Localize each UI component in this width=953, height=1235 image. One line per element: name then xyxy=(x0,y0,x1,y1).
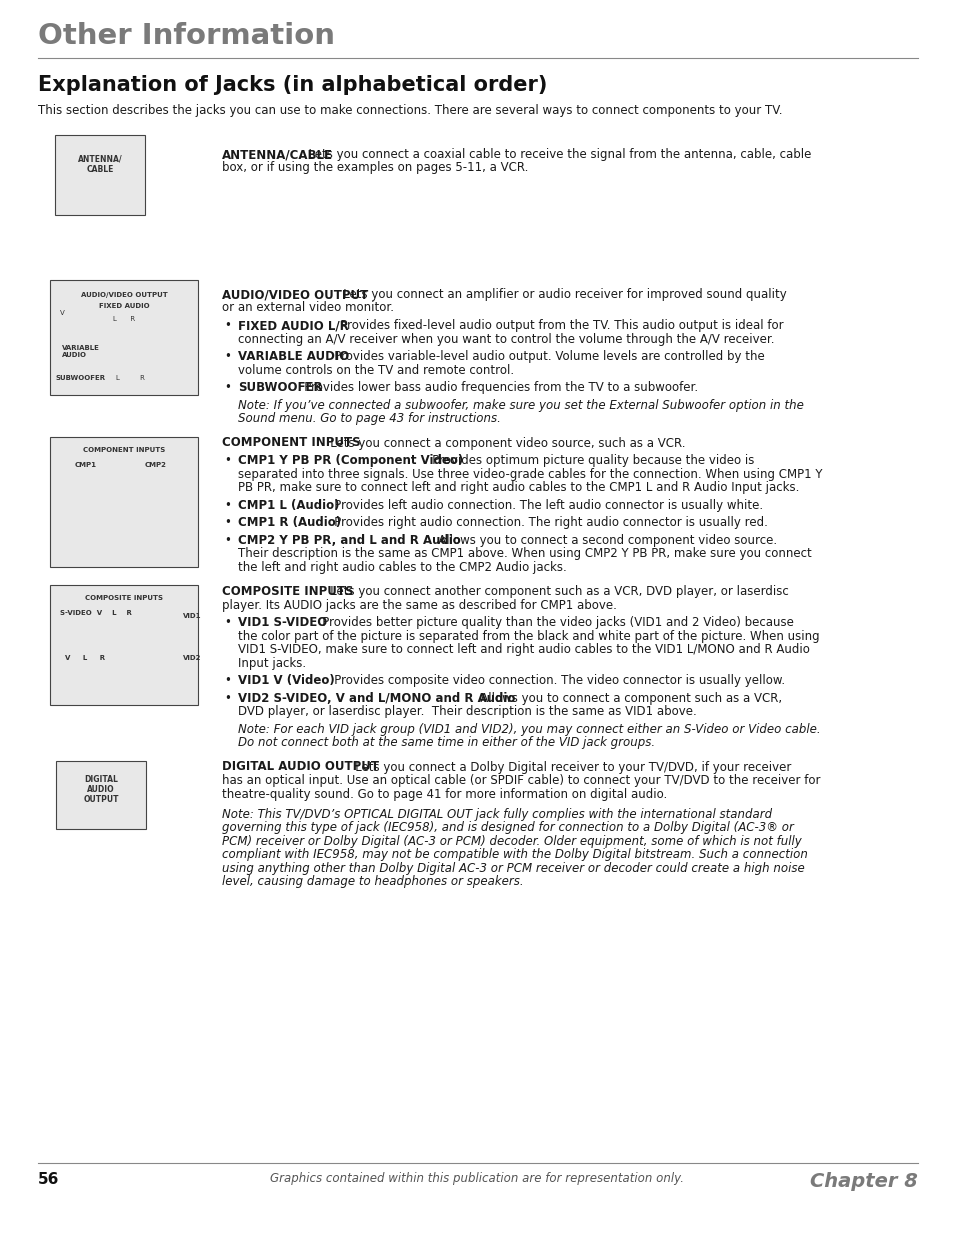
Text: •: • xyxy=(224,454,231,467)
Text: DIGITAL
AUDIO
OUTPUT: DIGITAL AUDIO OUTPUT xyxy=(83,774,118,804)
Text: VID1 S-VIDEO: VID1 S-VIDEO xyxy=(237,616,327,629)
Text: L      R: L R xyxy=(112,316,135,322)
Text: CMP1 Y PB PR (Component Video): CMP1 Y PB PR (Component Video) xyxy=(237,454,463,467)
Text: PB PR, make sure to connect left and right audio cables to the CMP1 L and R Audi: PB PR, make sure to connect left and rig… xyxy=(237,482,799,494)
Text: COMPONENT INPUTS: COMPONENT INPUTS xyxy=(222,436,360,450)
Text: Lets you connect a Dolby Digital receiver to your TV/DVD, if your receiver: Lets you connect a Dolby Digital receive… xyxy=(343,761,790,773)
Text: DIGITAL AUDIO OUTPUT: DIGITAL AUDIO OUTPUT xyxy=(222,761,378,773)
Text: volume controls on the TV and remote control.: volume controls on the TV and remote con… xyxy=(237,363,514,377)
Text: AUDIO/VIDEO OUTPUT: AUDIO/VIDEO OUTPUT xyxy=(81,291,167,298)
Text: •: • xyxy=(224,534,231,547)
Bar xyxy=(55,135,145,215)
Text: VID1 S-VIDEO, make sure to connect left and right audio cables to the VID1 L/MON: VID1 S-VIDEO, make sure to connect left … xyxy=(237,643,809,656)
Text: SUBWOOFER: SUBWOOFER xyxy=(237,382,322,394)
Text: level, causing damage to headphones or speakers.: level, causing damage to headphones or s… xyxy=(222,876,523,888)
Text: separated into three signals. Use three video-grade cables for the connection. W: separated into three signals. Use three … xyxy=(237,468,821,480)
Text: player. Its AUDIO jacks are the same as described for CMP1 above.: player. Its AUDIO jacks are the same as … xyxy=(222,599,617,611)
Text: V: V xyxy=(60,310,65,316)
Bar xyxy=(50,585,198,705)
Text: •: • xyxy=(224,616,231,629)
Text: Allows you to connect a component such as a VCR,: Allows you to connect a component such a… xyxy=(469,692,781,705)
Text: Sound menu. Go to page 43 for instructions.: Sound menu. Go to page 43 for instructio… xyxy=(237,412,500,425)
Text: •: • xyxy=(224,319,231,332)
Text: DVD player, or laserdisc player.  Their description is the same as VID1 above.: DVD player, or laserdisc player. Their d… xyxy=(237,705,696,718)
Text: Explanation of Jacks (in alphabetical order): Explanation of Jacks (in alphabetical or… xyxy=(38,75,547,95)
Bar xyxy=(50,280,198,395)
Text: PCM) receiver or Dolby Digital (AC-3 or PCM) decoder. Older equipment, some of w: PCM) receiver or Dolby Digital (AC-3 or … xyxy=(222,835,801,847)
Text: VID2 S-VIDEO, V and L/MONO and R Audio: VID2 S-VIDEO, V and L/MONO and R Audio xyxy=(237,692,515,705)
Text: Lets you connect a coaxial cable to receive the signal from the antenna, cable, : Lets you connect a coaxial cable to rece… xyxy=(301,148,811,161)
Text: VID2: VID2 xyxy=(183,655,201,661)
Text: Provides better picture quality than the video jacks (VID1 and 2 Video) because: Provides better picture quality than the… xyxy=(311,616,793,629)
Text: L         R: L R xyxy=(115,375,144,382)
Text: Note: For each VID jack group (VID1 and VID2), you may connect either an S-Video: Note: For each VID jack group (VID1 and … xyxy=(237,722,820,736)
Text: Their description is the same as CMP1 above. When using CMP2 Y PB PR, make sure : Their description is the same as CMP1 ab… xyxy=(237,547,811,561)
Text: Note: If you’ve connected a subwoofer, make sure you set the External Subwoofer : Note: If you’ve connected a subwoofer, m… xyxy=(237,399,803,411)
Text: or an external video monitor.: or an external video monitor. xyxy=(222,301,394,315)
Text: box, or if using the examples on pages 5-11, a VCR.: box, or if using the examples on pages 5… xyxy=(222,162,528,174)
Text: Provides composite video connection. The video connector is usually yellow.: Provides composite video connection. The… xyxy=(323,674,784,687)
Text: governing this type of jack (IEC958), and is designed for connection to a Dolby : governing this type of jack (IEC958), an… xyxy=(222,821,793,835)
Text: Other Information: Other Information xyxy=(38,22,335,49)
Text: •: • xyxy=(224,674,231,687)
Text: compliant with IEC958, may not be compatible with the Dolby Digital bitstream. S: compliant with IEC958, may not be compat… xyxy=(222,848,807,861)
Text: COMPOSITE INPUTS: COMPOSITE INPUTS xyxy=(222,585,354,598)
Text: •: • xyxy=(224,382,231,394)
Text: 56: 56 xyxy=(38,1172,59,1187)
Text: S-VIDEO  V    L    R: S-VIDEO V L R xyxy=(60,610,132,616)
Bar xyxy=(56,761,146,829)
Text: ANTENNA/
CABLE: ANTENNA/ CABLE xyxy=(77,156,122,174)
Text: VARIABLE AUDIO: VARIABLE AUDIO xyxy=(237,350,349,363)
Text: Provides right audio connection. The right audio connector is usually red.: Provides right audio connection. The rig… xyxy=(323,516,767,529)
Text: CMP1: CMP1 xyxy=(75,462,97,468)
Text: Chapter 8: Chapter 8 xyxy=(809,1172,917,1191)
Text: Graphics contained within this publication are for representation only.: Graphics contained within this publicati… xyxy=(270,1172,683,1186)
Text: VARIABLE
AUDIO: VARIABLE AUDIO xyxy=(62,345,100,358)
Text: Lets you connect an amplifier or audio receiver for improved sound quality: Lets you connect an amplifier or audio r… xyxy=(332,288,785,301)
Text: VID1: VID1 xyxy=(183,613,201,619)
Text: CMP2 Y PB PR, and L and R Audio: CMP2 Y PB PR, and L and R Audio xyxy=(237,534,460,547)
Text: COMPOSITE INPUTS: COMPOSITE INPUTS xyxy=(85,595,163,601)
Text: •: • xyxy=(224,692,231,705)
Text: •: • xyxy=(224,516,231,529)
Text: ANTENNA/CABLE: ANTENNA/CABLE xyxy=(222,148,333,161)
Text: VID1 V (Video): VID1 V (Video) xyxy=(237,674,335,687)
Text: Provides lower bass audio frequencies from the TV to a subwoofer.: Provides lower bass audio frequencies fr… xyxy=(293,382,698,394)
Text: theatre-quality sound. Go to page 41 for more information on digital audio.: theatre-quality sound. Go to page 41 for… xyxy=(222,788,666,800)
Bar xyxy=(50,436,198,567)
Text: CMP1 L (Audio): CMP1 L (Audio) xyxy=(237,499,339,511)
Text: Provides fixed-level audio output from the TV. This audio output is ideal for: Provides fixed-level audio output from t… xyxy=(329,319,783,332)
Text: connecting an A/V receiver when you want to control the volume through the A/V r: connecting an A/V receiver when you want… xyxy=(237,332,774,346)
Text: COMPONENT INPUTS: COMPONENT INPUTS xyxy=(83,447,165,452)
Text: This section describes the jacks you can use to make connections. There are seve: This section describes the jacks you can… xyxy=(38,104,781,117)
Text: the left and right audio cables to the CMP2 Audio jacks.: the left and right audio cables to the C… xyxy=(237,561,566,574)
Text: Allows you to connect a second component video source.: Allows you to connect a second component… xyxy=(426,534,776,547)
Text: V     L     R: V L R xyxy=(65,655,105,661)
Text: Provides optimum picture quality because the video is: Provides optimum picture quality because… xyxy=(420,454,753,467)
Text: CMP1 R (Audio): CMP1 R (Audio) xyxy=(237,516,341,529)
Text: Lets you connect another component such as a VCR, DVD player, or laserdisc: Lets you connect another component such … xyxy=(319,585,788,598)
Text: using anything other than Dolby Digital AC-3 or PCM receiver or decoder could cr: using anything other than Dolby Digital … xyxy=(222,862,804,874)
Text: Provides left audio connection. The left audio connector is usually white.: Provides left audio connection. The left… xyxy=(323,499,762,511)
Text: CMP2: CMP2 xyxy=(145,462,167,468)
Text: FIXED AUDIO: FIXED AUDIO xyxy=(98,303,150,309)
Text: SUBWOOFER: SUBWOOFER xyxy=(56,375,106,382)
Text: has an optical input. Use an optical cable (or SPDIF cable) to connect your TV/D: has an optical input. Use an optical cab… xyxy=(222,774,820,787)
Text: the color part of the picture is separated from the black and white part of the : the color part of the picture is separat… xyxy=(237,630,819,642)
Text: Lets you connect a component video source, such as a VCR.: Lets you connect a component video sourc… xyxy=(319,436,685,450)
Text: Do not connect both at the same time in either of the VID jack groups.: Do not connect both at the same time in … xyxy=(237,736,655,750)
Text: FIXED AUDIO L/R: FIXED AUDIO L/R xyxy=(237,319,349,332)
Text: •: • xyxy=(224,350,231,363)
Text: Input jacks.: Input jacks. xyxy=(237,657,306,669)
Text: Note: This TV/DVD’s OPTICAL DIGITAL OUT jack fully complies with the internation: Note: This TV/DVD’s OPTICAL DIGITAL OUT … xyxy=(222,808,771,821)
Text: Provides variable-level audio output. Volume levels are controlled by the: Provides variable-level audio output. Vo… xyxy=(323,350,764,363)
Text: •: • xyxy=(224,499,231,511)
Text: AUDIO/VIDEO OUTPUT: AUDIO/VIDEO OUTPUT xyxy=(222,288,368,301)
